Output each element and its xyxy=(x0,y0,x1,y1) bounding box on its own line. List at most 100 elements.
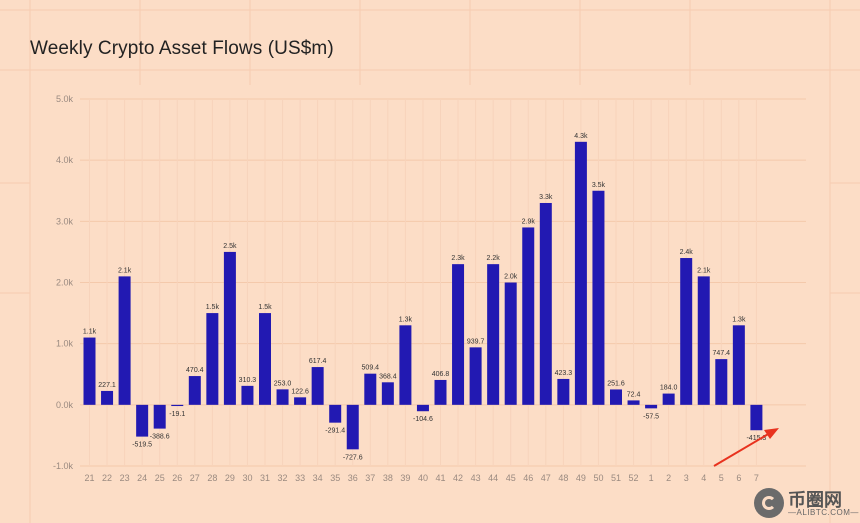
data-label: 2.0k xyxy=(504,274,518,281)
bar xyxy=(627,400,640,405)
data-label: 2.4k xyxy=(680,249,694,256)
watermark-text: 币圈网 xyxy=(788,490,842,510)
bar xyxy=(329,404,342,423)
data-label: 72.4 xyxy=(627,391,641,398)
data-labels: 1.1k 227.1 2.1k -519.5-388.6 -19.1 470.4 1.5k 2… xyxy=(83,133,767,462)
bar xyxy=(750,404,763,431)
bar xyxy=(171,404,184,407)
arrow-head xyxy=(764,428,779,439)
data-label: 1.3k xyxy=(732,316,746,323)
grid-lines xyxy=(80,98,806,467)
x-tick-label: 26 xyxy=(172,473,182,483)
x-tick-label: 2 xyxy=(666,473,671,483)
bars xyxy=(83,141,763,450)
x-axis-ticks: 21 22 23 24 25 26 27 28 29 30 31 32 33 34 35 36 37 38 39 40… xyxy=(84,473,758,483)
data-label: -57.5 xyxy=(643,413,659,420)
bar xyxy=(645,404,658,409)
bar xyxy=(188,376,201,405)
y-tick-label: 4.0k xyxy=(56,155,74,165)
data-label: 617.4 xyxy=(309,358,327,365)
x-tick-label: 47 xyxy=(541,473,551,483)
x-tick-label: 27 xyxy=(190,473,200,483)
x-tick-label: 7 xyxy=(754,473,759,483)
x-tick-label: 25 xyxy=(155,473,165,483)
x-tick-label: 5 xyxy=(719,473,724,483)
data-label: 1.3k xyxy=(399,316,413,323)
y-tick-label: 0.0k xyxy=(56,400,74,410)
data-label: -19.1 xyxy=(169,411,185,418)
bar xyxy=(504,282,517,405)
data-label: 253.0 xyxy=(274,380,292,387)
x-tick-label: 41 xyxy=(435,473,445,483)
x-tick-label: 23 xyxy=(120,473,130,483)
x-tick-label: 43 xyxy=(471,473,481,483)
x-tick-label: 1 xyxy=(649,473,654,483)
bar xyxy=(101,390,114,405)
data-label: 2.2k xyxy=(487,255,501,262)
bar xyxy=(574,141,587,405)
data-label: 1.5k xyxy=(206,304,220,311)
data-label: 122.6 xyxy=(291,388,309,395)
data-label: 251.6 xyxy=(607,380,625,387)
bar xyxy=(452,264,465,405)
bar xyxy=(539,202,552,405)
x-tick-label: 51 xyxy=(611,473,621,483)
x-tick-label: 46 xyxy=(523,473,533,483)
data-label: 1.5k xyxy=(258,304,272,311)
x-tick-label: 40 xyxy=(418,473,428,483)
x-tick-label: 44 xyxy=(488,473,498,483)
bar xyxy=(732,325,745,405)
data-label: -388.6 xyxy=(150,434,170,441)
x-tick-label: 31 xyxy=(260,473,270,483)
bar xyxy=(311,367,324,405)
bar xyxy=(381,382,394,405)
data-label: 406.8 xyxy=(432,371,450,378)
bar xyxy=(83,337,96,405)
x-tick-label: 30 xyxy=(242,473,252,483)
data-label: 1.1k xyxy=(83,329,97,336)
data-label: 747.4 xyxy=(713,350,731,357)
bar xyxy=(346,404,359,450)
annotation-arrow xyxy=(713,428,779,467)
data-label: -519.5 xyxy=(132,442,152,449)
data-label: 2.1k xyxy=(118,267,132,274)
x-tick-label: 6 xyxy=(736,473,741,483)
x-tick-label: 36 xyxy=(348,473,358,483)
data-label: 227.1 xyxy=(98,382,116,389)
x-tick-label: 49 xyxy=(576,473,586,483)
bar xyxy=(434,379,447,405)
y-tick-label: 3.0k xyxy=(56,216,74,226)
x-tick-label: 37 xyxy=(365,473,375,483)
x-tick-label: 3 xyxy=(684,473,689,483)
bar xyxy=(557,378,570,405)
data-label: 2.3k xyxy=(451,255,465,262)
bar xyxy=(259,313,271,405)
data-label: 2.9k xyxy=(522,218,536,225)
x-tick-label: 35 xyxy=(330,473,340,483)
bar xyxy=(610,389,622,405)
bar xyxy=(399,325,412,405)
data-label: 3.5k xyxy=(592,182,606,189)
bar xyxy=(223,251,236,405)
watermark: 币圈网 —ALIBTC.COM— xyxy=(754,486,860,522)
x-tick-label: 50 xyxy=(593,473,603,483)
chart-title: Weekly Crypto Asset Flows (US$m) xyxy=(30,38,334,59)
data-label: 470.4 xyxy=(186,367,204,374)
x-tick-label: 45 xyxy=(506,473,516,483)
data-label: 939.7 xyxy=(467,338,485,345)
y-tick-label: 1.0k xyxy=(56,339,74,349)
x-tick-label: 52 xyxy=(629,473,639,483)
x-tick-label: 32 xyxy=(278,473,288,483)
bar xyxy=(487,264,500,405)
x-tick-label: 33 xyxy=(295,473,305,483)
watermark-logo-icon xyxy=(754,488,784,518)
y-axis-ticks: -1.0k 0.0k 1.0k 2.0k 3.0k 4.0k 5.0k xyxy=(53,94,74,471)
bar xyxy=(715,359,728,405)
data-label: 2.5k xyxy=(223,243,237,250)
y-tick-label: 5.0k xyxy=(56,94,74,104)
bar xyxy=(136,404,149,437)
y-tick-label: -1.0k xyxy=(53,461,74,471)
